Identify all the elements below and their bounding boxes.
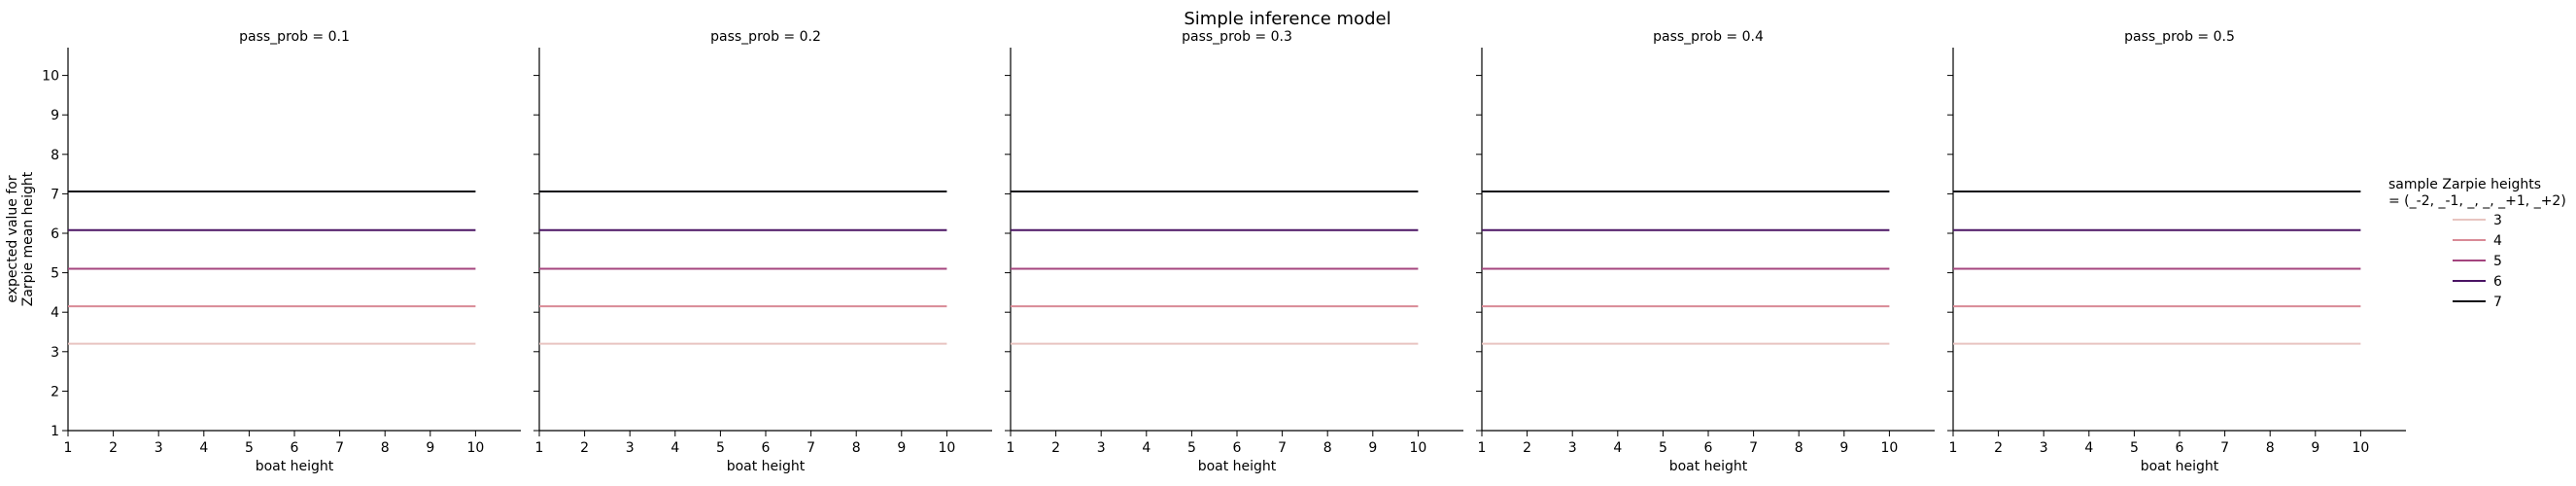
- x-axis-label: boat height: [727, 459, 806, 474]
- legend-label: 6: [2493, 274, 2502, 290]
- legend-title-line: sample Zarpie heights: [2388, 177, 2541, 192]
- facet-label: pass_prob = 0.3: [1182, 29, 1292, 45]
- x-tick-label: 3: [1568, 440, 1577, 456]
- x-tick-label: 7: [807, 440, 815, 456]
- legend-title-line: = (_-2, _-1, _, _, _+1, _+2): [2388, 193, 2566, 209]
- x-tick-label: 5: [2130, 440, 2139, 456]
- x-tick-label: 7: [1749, 440, 1758, 456]
- x-tick-label: 9: [1368, 440, 1377, 456]
- x-tick-label: 9: [1839, 440, 1848, 456]
- y-tick-label: 6: [51, 226, 59, 242]
- y-tick-label: 2: [51, 384, 59, 399]
- x-axis-label: boat height: [1669, 459, 1748, 474]
- x-tick-label: 1: [64, 440, 73, 456]
- facet-label: pass_prob = 0.1: [239, 29, 350, 45]
- x-tick-label: 9: [2311, 440, 2319, 456]
- x-tick-label: 8: [1795, 440, 1803, 456]
- legend-label: 7: [2493, 295, 2502, 310]
- x-tick-label: 6: [1704, 440, 1713, 456]
- x-tick-label: 8: [852, 440, 861, 456]
- legend-item: 5: [2453, 254, 2502, 269]
- x-tick-label: 9: [426, 440, 434, 456]
- x-tick-label: 10: [2352, 440, 2369, 456]
- x-tick-label: 2: [1994, 440, 2003, 456]
- x-axis-label: boat height: [2141, 459, 2219, 474]
- x-tick-label: 10: [1409, 440, 1426, 456]
- x-tick-label: 1: [1478, 440, 1487, 456]
- x-tick-label: 1: [1949, 440, 1958, 456]
- x-tick-label: 8: [1323, 440, 1332, 456]
- x-tick-label: 4: [2084, 440, 2093, 456]
- x-axis-label: boat height: [1198, 459, 1277, 474]
- legend-title: sample Zarpie heights = (_-2, _-1, _, _, …: [2388, 177, 2566, 209]
- x-tick-label: 3: [626, 440, 635, 456]
- y-tick-label: 10: [42, 69, 59, 85]
- x-tick-label: 8: [2266, 440, 2275, 456]
- x-tick-label: 4: [1613, 440, 1622, 456]
- x-tick-label: 4: [1142, 440, 1151, 456]
- y-axis-label: expected value forZarpie mean height: [5, 171, 36, 306]
- x-tick-label: 10: [466, 440, 484, 456]
- x-tick-label: 4: [670, 440, 679, 456]
- legend-item: 4: [2453, 233, 2502, 249]
- x-tick-label: 8: [381, 440, 390, 456]
- facet-panel: pass_prob = 0.3 1 2 3 4 5 6 7 8 9 10 boat height: [1005, 29, 1463, 474]
- facet-panel: pass_prob = 0.1 1 2 3 4 5 6 7 8 9 10 1 2 3 4 5 6 7 8 9 10 boa…: [42, 29, 521, 474]
- y-axis-label-text: expected value forZarpie mean height: [5, 171, 36, 306]
- facet-panel: pass_prob = 0.4 1 2 3 4 5 6 7 8 9 10 boat height: [1476, 29, 1935, 474]
- x-tick-label: 1: [535, 440, 544, 456]
- facet-panel: pass_prob = 0.2 1 2 3 4 5 6 7 8 9 10 boat height: [533, 29, 992, 474]
- legend-item: 7: [2453, 295, 2502, 310]
- x-tick-label: 7: [335, 440, 344, 456]
- facet-panel: pass_prob = 0.5 1 2 3 4 5 6 7 8 9 10 boat height: [1947, 29, 2406, 474]
- x-tick-label: 6: [291, 440, 299, 456]
- x-tick-label: 10: [938, 440, 955, 456]
- x-tick-label: 1: [1007, 440, 1015, 456]
- x-tick-label: 2: [109, 440, 118, 456]
- y-tick-label: 4: [51, 305, 59, 321]
- x-tick-label: 7: [2220, 440, 2229, 456]
- legend-label: 4: [2493, 233, 2502, 249]
- facet-label: pass_prob = 0.4: [1653, 29, 1764, 45]
- x-axis-label: boat height: [256, 459, 334, 474]
- facet-panels: pass_prob = 0.1 1 2 3 4 5 6 7 8 9 10 1 2 3 4 5 6 7 8 9 10 boa…: [42, 29, 2406, 474]
- legend-label: 5: [2493, 254, 2502, 269]
- legend-item: 3: [2453, 213, 2502, 228]
- x-tick-label: 4: [199, 440, 208, 456]
- legend: sample Zarpie heights = (_-2, _-1, _, _, …: [2388, 177, 2566, 310]
- x-tick-label: 6: [1233, 440, 1242, 456]
- y-tick-label: 3: [51, 345, 59, 361]
- x-tick-label: 2: [1523, 440, 1531, 456]
- x-tick-label: 7: [1278, 440, 1287, 456]
- legend-item: 6: [2453, 274, 2502, 290]
- chart-title: Simple inference model: [1184, 9, 1391, 29]
- x-tick-label: 2: [1051, 440, 1060, 456]
- x-tick-label: 5: [716, 440, 725, 456]
- y-tick-label: 1: [51, 424, 59, 439]
- x-tick-label: 5: [1659, 440, 1667, 456]
- y-tick-label: 9: [51, 108, 59, 123]
- x-tick-label: 5: [245, 440, 254, 456]
- y-axis-label-line: Zarpie mean height: [20, 171, 36, 306]
- x-tick-label: 10: [1880, 440, 1898, 456]
- x-tick-label: 3: [2040, 440, 2048, 456]
- x-tick-label: 2: [580, 440, 589, 456]
- x-tick-label: 6: [2176, 440, 2184, 456]
- y-axis-label-line: expected value for: [5, 175, 20, 302]
- x-tick-label: 5: [1187, 440, 1196, 456]
- facet-label: pass_prob = 0.5: [2124, 29, 2235, 45]
- x-tick-label: 3: [1097, 440, 1106, 456]
- y-tick-label: 7: [51, 187, 59, 202]
- y-tick-label: 8: [51, 148, 59, 163]
- x-tick-label: 3: [155, 440, 163, 456]
- y-tick-label: 5: [51, 266, 59, 282]
- facet-label: pass_prob = 0.2: [710, 29, 821, 45]
- x-tick-label: 9: [897, 440, 906, 456]
- x-tick-label: 6: [762, 440, 771, 456]
- legend-label: 3: [2493, 213, 2502, 228]
